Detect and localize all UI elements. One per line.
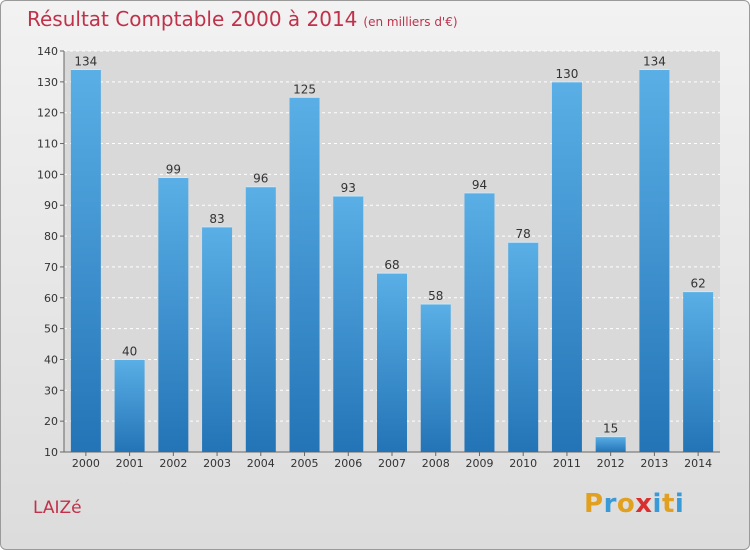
x-tick-label: 2013	[640, 457, 668, 470]
bar-value-label: 134	[74, 55, 97, 69]
y-tick-label: 30	[44, 384, 58, 397]
logo-letter: P	[584, 489, 604, 519]
bar-value-label: 15	[603, 422, 618, 436]
bar	[508, 242, 539, 452]
x-tick-label: 2012	[597, 457, 625, 470]
bar-value-label: 58	[428, 289, 443, 303]
x-tick-label: 2003	[203, 457, 231, 470]
bar-value-label: 99	[166, 162, 181, 176]
y-tick-label: 130	[37, 76, 58, 89]
bar	[114, 359, 145, 452]
x-tick-label: 2006	[334, 457, 362, 470]
logo-letter: r	[603, 489, 617, 519]
town-name: LAIZé	[33, 498, 82, 518]
y-tick-label: 10	[44, 446, 58, 459]
bar	[70, 69, 101, 452]
logo-letter: o	[616, 489, 636, 519]
bar-value-label: 62	[690, 277, 705, 291]
chart-subtitle: (en milliers d'€)	[363, 15, 458, 29]
x-tick-label: 2014	[684, 457, 712, 470]
y-tick-label: 60	[44, 292, 58, 305]
x-tick-label: 2008	[422, 457, 450, 470]
bar-value-label: 125	[293, 82, 316, 96]
bar-value-label: 94	[472, 178, 487, 192]
bar	[464, 192, 495, 452]
x-tick-label: 2005	[291, 457, 319, 470]
bar	[420, 303, 451, 452]
bar	[245, 186, 276, 452]
bar	[158, 177, 189, 452]
y-tick-label: 70	[44, 261, 58, 274]
bar-value-label: 96	[253, 172, 268, 186]
x-tick-label: 2009	[465, 457, 493, 470]
bar	[377, 273, 407, 452]
bar	[289, 97, 320, 453]
y-tick-label: 100	[37, 168, 58, 181]
y-tick-label: 20	[44, 415, 58, 428]
logo-letter: i	[674, 489, 685, 519]
y-tick-label: 40	[44, 353, 58, 366]
bar-value-label: 134	[643, 55, 666, 69]
x-tick-label: 2002	[159, 457, 187, 470]
bar-value-label: 78	[516, 227, 531, 241]
y-tick-label: 90	[44, 199, 58, 212]
bar	[202, 226, 233, 452]
proxiti-logo[interactable]: Proxiti	[584, 489, 684, 519]
x-tick-label: 2010	[509, 457, 537, 470]
x-tick-label: 2004	[247, 457, 275, 470]
logo-letter: t	[661, 489, 675, 519]
x-tick-label: 2001	[116, 457, 144, 470]
logo-letter: x	[635, 489, 653, 519]
bar	[595, 436, 626, 452]
y-tick-label: 120	[37, 107, 58, 120]
y-tick-label: 80	[44, 230, 58, 243]
chart-title: Résultat Comptable 2000 à 2014 (en millie…	[27, 7, 458, 31]
y-tick-label: 110	[37, 138, 58, 151]
bar-value-label: 93	[341, 181, 356, 195]
bar-value-label: 68	[384, 258, 399, 272]
bar-value-label: 130	[555, 67, 578, 81]
x-tick-label: 2000	[72, 457, 100, 470]
bar	[639, 69, 670, 452]
bar-value-label: 83	[209, 212, 224, 226]
x-tick-label: 2007	[378, 457, 406, 470]
bar	[551, 81, 582, 452]
y-tick-label: 140	[37, 45, 58, 58]
bar	[683, 291, 714, 452]
x-tick-label: 2011	[553, 457, 581, 470]
y-tick-label: 50	[44, 323, 58, 336]
bar-value-label: 40	[122, 344, 137, 358]
chart-title-text: Résultat Comptable 2000 à 2014	[27, 7, 358, 31]
bar	[333, 195, 364, 452]
logo-letter: i	[652, 489, 662, 519]
